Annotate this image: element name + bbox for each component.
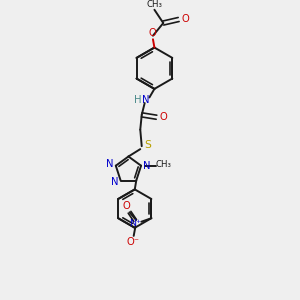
Text: O: O <box>148 28 156 38</box>
Text: CH₃: CH₃ <box>146 0 162 9</box>
Text: N: N <box>106 159 114 169</box>
Text: S: S <box>144 140 151 150</box>
Text: N: N <box>111 177 118 187</box>
Text: O: O <box>159 112 167 122</box>
Text: N⁺: N⁺ <box>130 219 142 228</box>
Text: H: H <box>134 94 141 104</box>
Text: O: O <box>181 14 189 24</box>
Text: N: N <box>143 161 151 171</box>
Text: O⁻: O⁻ <box>126 236 139 247</box>
Text: CH₃: CH₃ <box>156 160 172 169</box>
Text: N: N <box>142 94 149 104</box>
Text: O: O <box>123 201 130 212</box>
